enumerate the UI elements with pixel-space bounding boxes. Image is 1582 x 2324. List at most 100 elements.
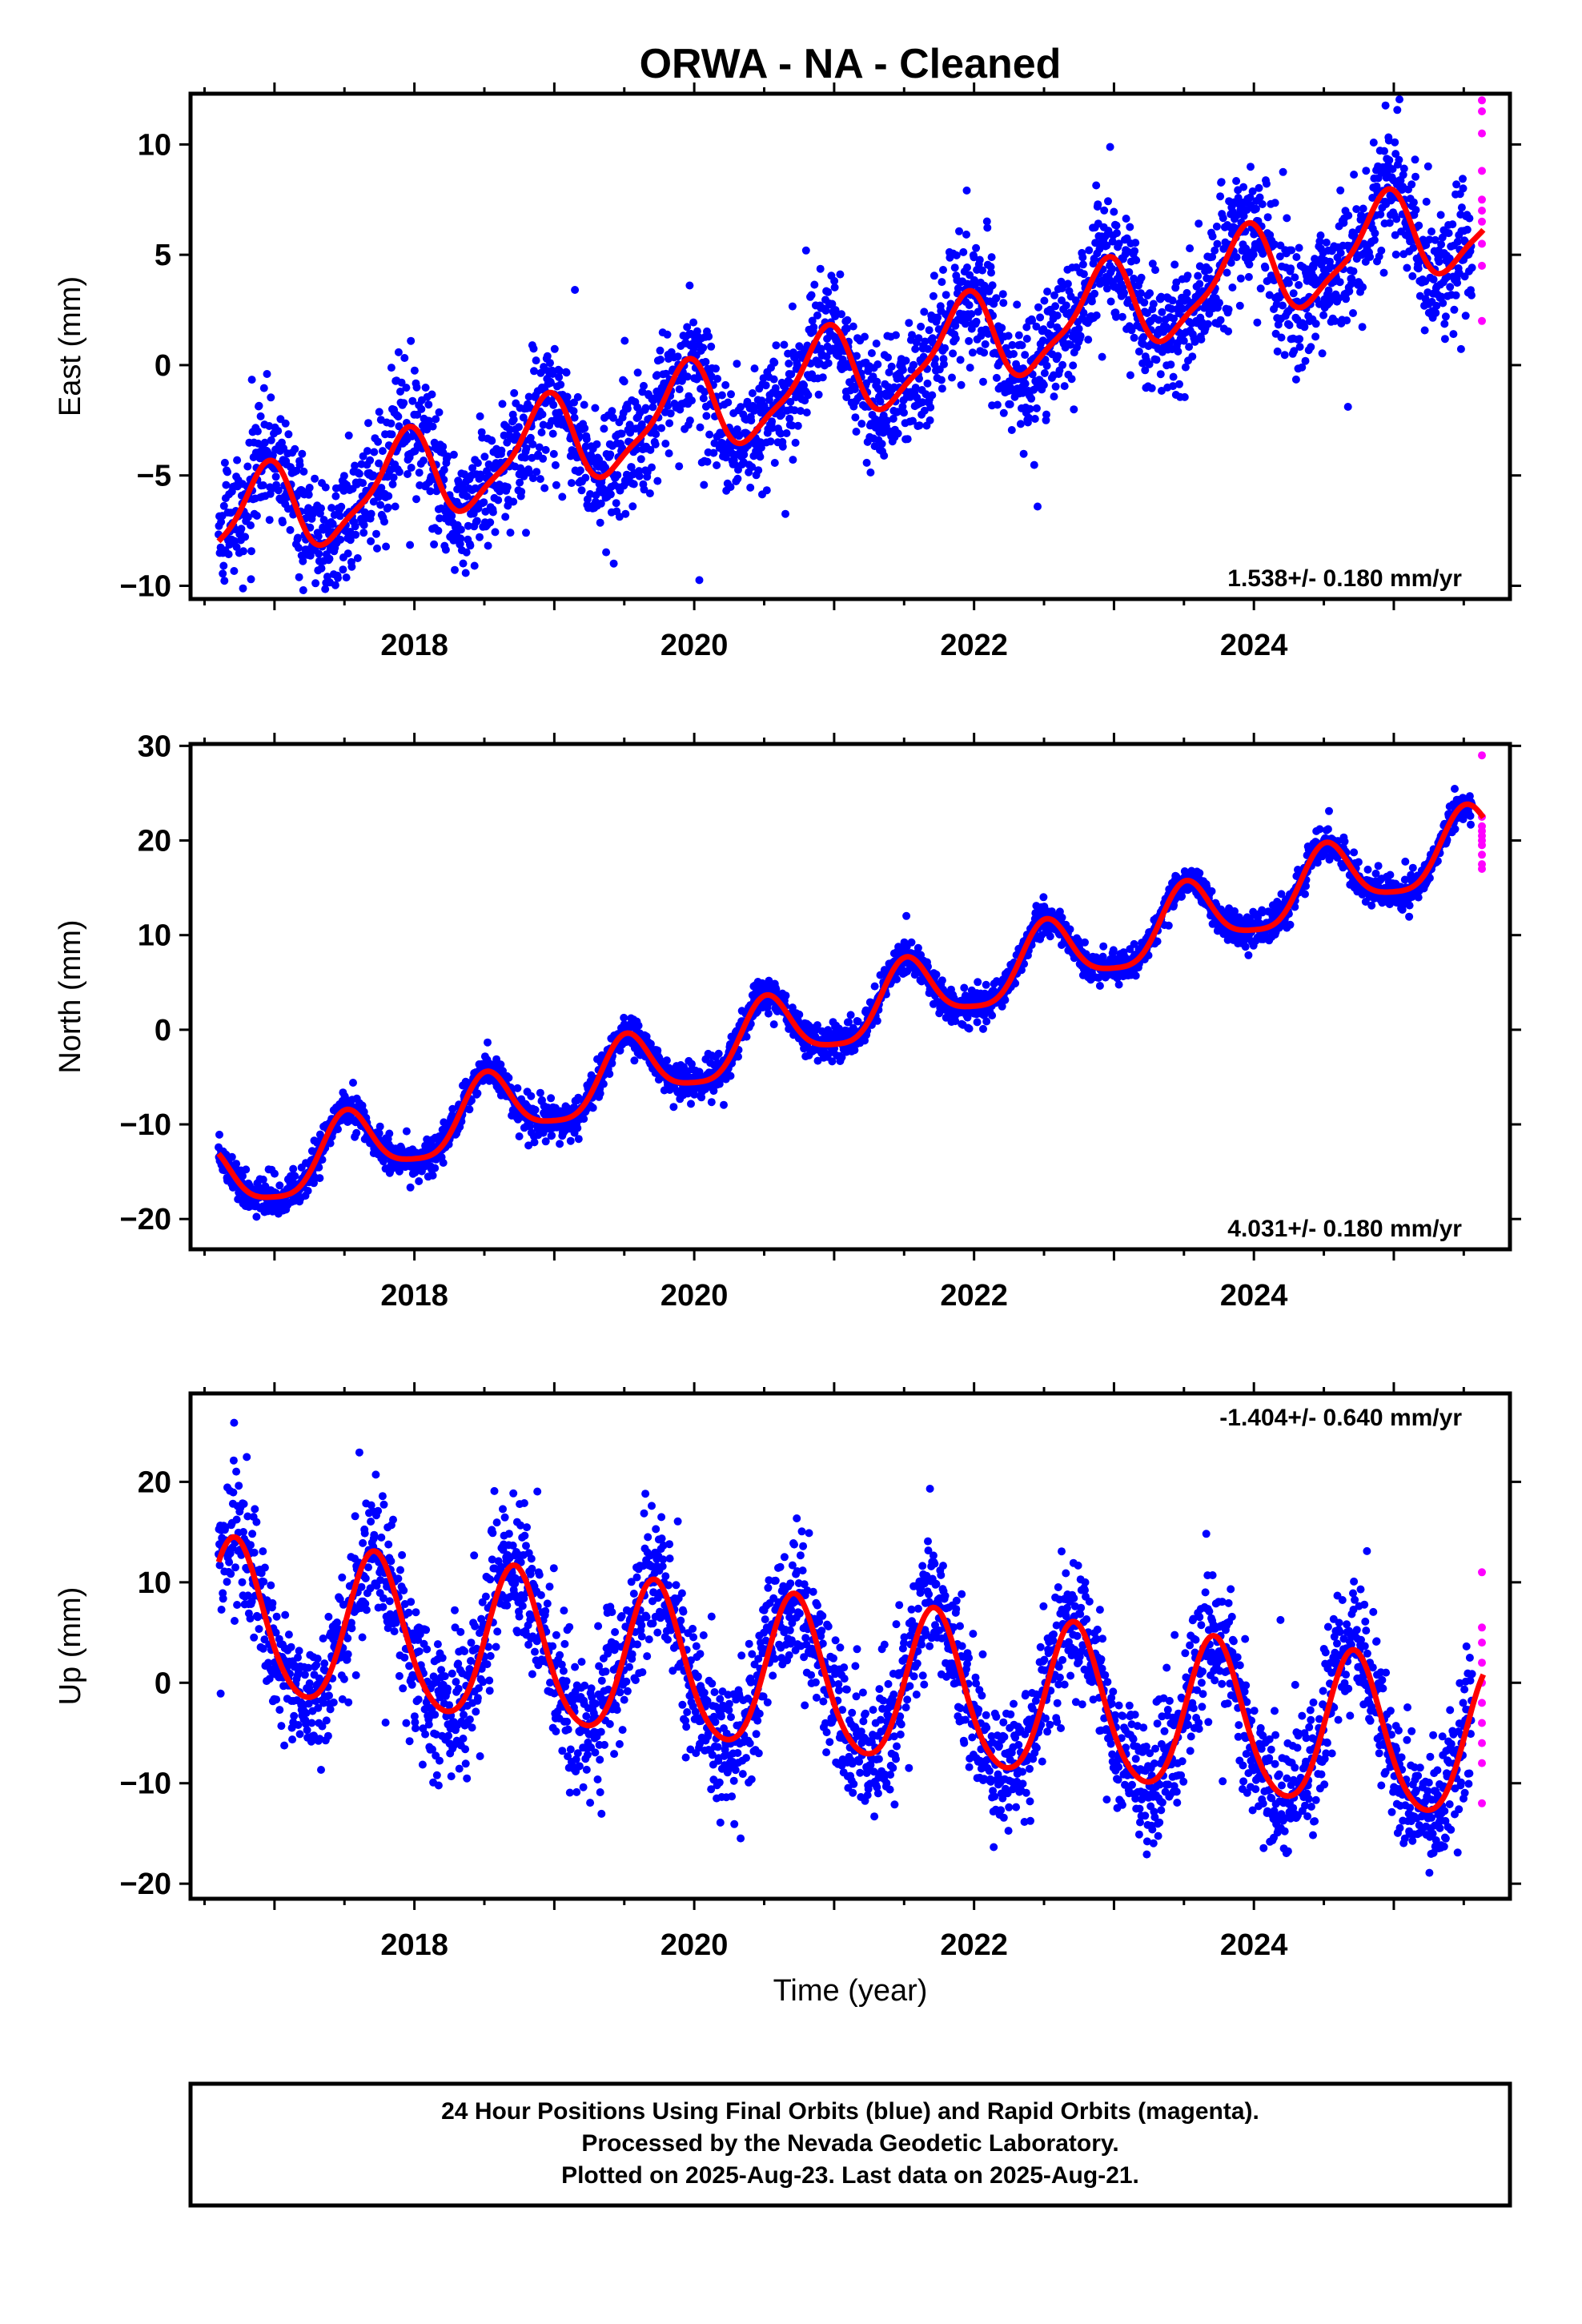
final-orbit-point: [463, 492, 472, 501]
final-orbit-point: [364, 419, 372, 428]
final-orbit-point: [239, 547, 247, 556]
final-orbit-point: [623, 404, 632, 413]
final-orbit-point: [764, 1009, 773, 1018]
final-orbit-point: [824, 359, 833, 368]
final-orbit-point: [713, 461, 721, 469]
final-orbit-point: [1420, 326, 1429, 335]
final-orbit-point: [1090, 289, 1099, 298]
final-orbit-point: [810, 280, 819, 289]
final-orbit-point: [938, 278, 946, 287]
final-orbit-point: [526, 433, 535, 442]
final-orbit-point: [373, 544, 381, 553]
final-orbit-point: [700, 480, 709, 489]
x-tick-label: 2020: [661, 629, 729, 662]
rapid-orbit-point: [1478, 261, 1486, 270]
final-orbit-point: [1034, 303, 1042, 312]
final-orbit-point: [648, 463, 656, 472]
final-orbit-point: [291, 444, 299, 453]
final-orbit-point: [227, 1152, 236, 1161]
final-orbit-point: [870, 982, 879, 991]
final-orbit-point: [252, 1212, 261, 1221]
final-orbit-point: [988, 1011, 997, 1019]
final-orbit-point: [1018, 341, 1026, 350]
final-orbit-point: [1112, 312, 1120, 321]
final-orbit-point: [1311, 320, 1320, 328]
final-orbit-point: [543, 352, 552, 360]
final-orbit-point: [1425, 235, 1434, 244]
final-orbit-point: [993, 400, 1002, 409]
final-orbit-point: [948, 373, 956, 382]
model-fit-line: [216, 186, 1486, 549]
final-orbit-point: [1137, 273, 1146, 282]
final-orbit-point: [661, 369, 670, 378]
final-orbit-point: [1141, 366, 1150, 375]
final-orbit-point: [563, 392, 572, 401]
final-orbit-point: [1444, 229, 1453, 238]
final-orbit-point: [1040, 369, 1049, 377]
final-orbit-point: [929, 292, 938, 300]
final-orbit-point: [1450, 305, 1459, 314]
final-orbit-point: [1078, 260, 1087, 269]
final-orbit-point: [1095, 245, 1104, 253]
final-orbit-point: [1108, 237, 1117, 246]
final-orbit-point: [311, 579, 320, 588]
rate-annotation: 1.538+/- 0.180 mm/yr: [1227, 565, 1462, 592]
final-orbit-point: [1301, 356, 1310, 365]
final-orbit-point: [1021, 351, 1030, 360]
final-orbit-point: [932, 970, 941, 979]
final-orbit-point: [299, 467, 308, 476]
final-orbit-point: [954, 284, 962, 292]
final-orbit-point: [1013, 300, 1022, 309]
final-orbit-point: [930, 271, 938, 280]
final-orbit-point: [219, 501, 228, 510]
final-orbit-point: [889, 414, 897, 423]
final-orbit-point: [517, 488, 526, 496]
final-orbit-point: [550, 344, 559, 353]
final-orbit-point: [1371, 229, 1379, 238]
final-orbit-point: [1239, 183, 1248, 191]
final-orbit-point: [1336, 248, 1345, 257]
final-orbit-point: [605, 1070, 614, 1078]
final-orbit-point: [1019, 449, 1028, 458]
final-orbit-point: [1283, 214, 1291, 223]
final-orbit-point: [1343, 316, 1351, 325]
final-orbit-point: [1465, 214, 1474, 223]
final-orbit-point: [770, 459, 779, 467]
final-orbit-point: [395, 1167, 404, 1176]
final-orbit-point: [1349, 309, 1357, 317]
final-orbit-point: [220, 458, 229, 467]
final-orbit-point: [440, 465, 448, 474]
final-orbit-point: [914, 334, 923, 343]
final-orbit-point: [807, 291, 816, 300]
final-orbit-point: [702, 412, 711, 420]
final-orbit-point: [530, 1138, 539, 1147]
final-orbit-point: [1279, 167, 1287, 176]
final-orbit-point: [317, 564, 326, 573]
final-orbit-point: [822, 352, 831, 361]
final-orbit-point: [473, 459, 482, 468]
final-orbit-point: [923, 379, 932, 388]
final-orbit-point: [255, 401, 263, 410]
final-orbit-point: [1287, 246, 1296, 255]
final-orbit-point: [1255, 183, 1263, 192]
final-orbit-point: [629, 480, 638, 489]
final-orbit-point: [1295, 335, 1304, 344]
final-orbit-point: [391, 502, 400, 511]
final-orbit-point: [884, 353, 892, 362]
final-orbit-point: [602, 548, 611, 557]
final-orbit-point: [790, 406, 799, 415]
final-orbit-point: [950, 263, 959, 272]
final-orbit-point: [375, 1122, 384, 1131]
final-orbit-point: [626, 428, 635, 437]
final-orbit-point: [1372, 182, 1381, 191]
final-orbit-point: [271, 472, 280, 481]
final-orbit-point: [431, 1164, 440, 1172]
final-orbit-point: [233, 456, 242, 464]
final-orbit-point: [432, 415, 440, 424]
final-orbit-point: [908, 331, 916, 340]
final-orbit-point: [539, 420, 548, 429]
final-orbit-point: [480, 452, 489, 461]
final-orbit-point: [849, 322, 857, 331]
